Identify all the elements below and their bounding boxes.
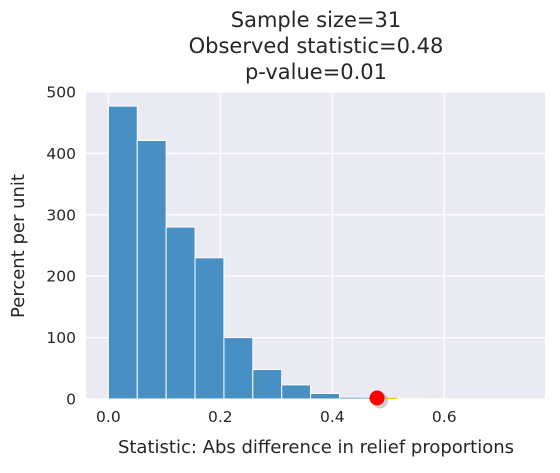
x-tick-label: 0.2 (208, 408, 233, 426)
histogram-bar-tail (396, 398, 427, 400)
y-tick-label: 100 (46, 329, 76, 347)
histogram-bar (281, 384, 312, 400)
x-tick-label: 0.4 (320, 408, 345, 426)
y-axis-label: Percent per unit (8, 174, 29, 318)
y-tick-label: 0 (66, 391, 76, 409)
observed-marker-group (369, 390, 389, 409)
histogram-bar (223, 337, 254, 400)
histogram-bar (252, 369, 283, 400)
chart-title-line-1: Sample size=31 (231, 8, 401, 32)
chart-title-line-2: Observed statistic=0.48 (189, 34, 444, 58)
histogram-bar (338, 396, 369, 400)
histogram-bar (194, 257, 225, 400)
x-tick-label: 0.0 (96, 408, 121, 426)
y-tick-label: 200 (46, 268, 76, 286)
x-axis-label: Statistic: Abs difference in relief prop… (118, 437, 514, 458)
histogram-bars (107, 105, 427, 400)
histogram-bar (136, 140, 167, 400)
tick-labels: 0 100 200 300 400 500 0.0 0.2 0.4 0.6 (46, 84, 456, 427)
y-tick-label: 400 (46, 145, 76, 163)
y-tick-label: 500 (46, 84, 76, 102)
chart-title-line-3: p-value=0.01 (245, 60, 387, 84)
observed-statistic-marker (369, 390, 385, 406)
histogram-bar (310, 392, 340, 400)
x-tick-label: 0.6 (432, 408, 457, 426)
histogram-bar (107, 105, 138, 400)
y-tick-label: 300 (46, 206, 76, 224)
histogram-bar (165, 226, 196, 400)
